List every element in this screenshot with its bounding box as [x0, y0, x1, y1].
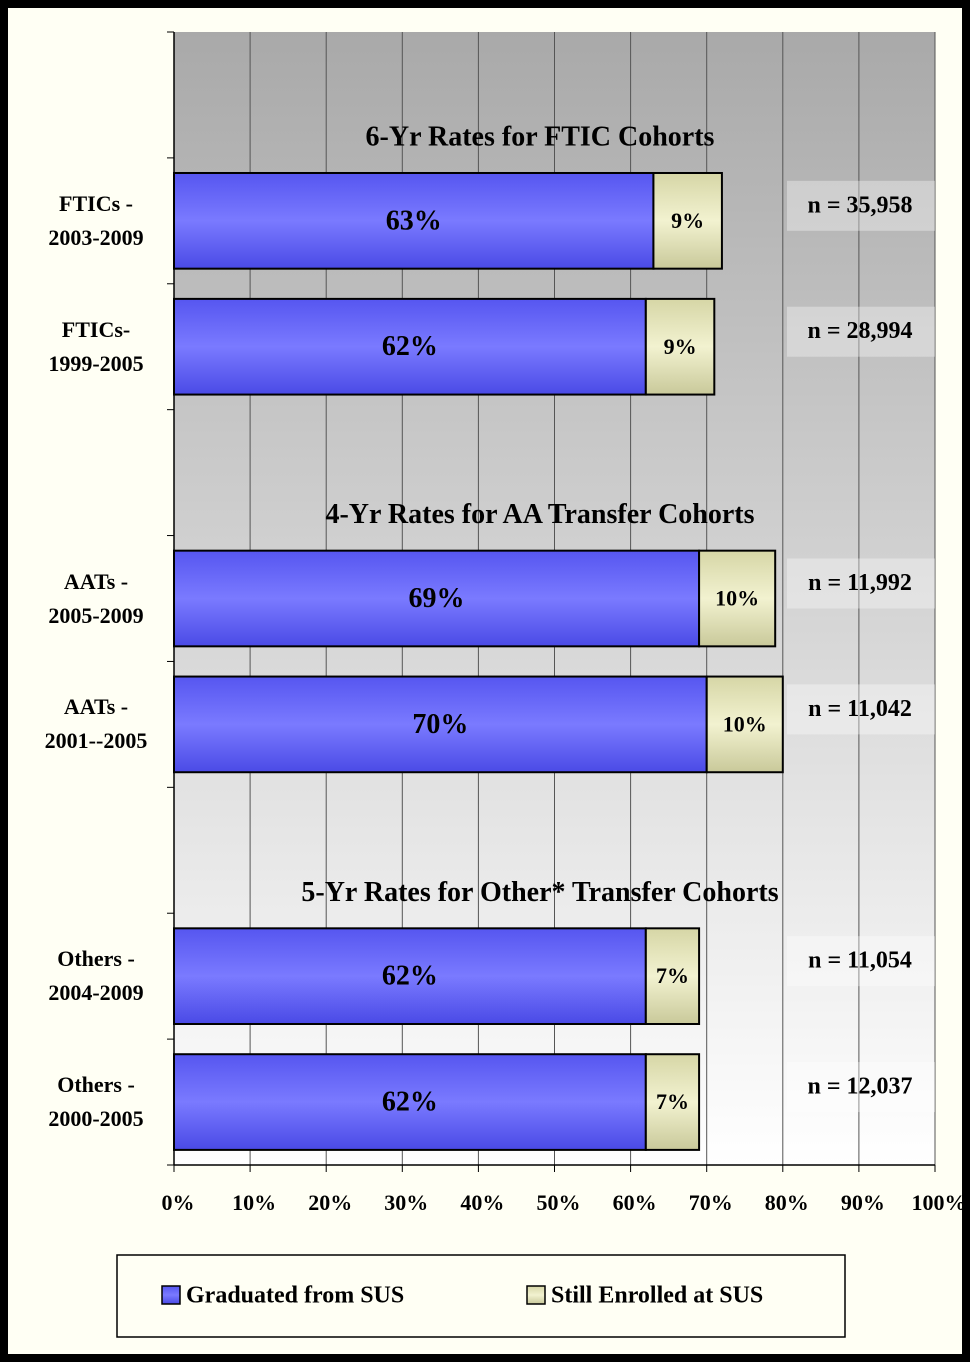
data-label: 62%	[382, 1086, 438, 1117]
n-label: n = 11,054	[808, 948, 912, 974]
y-tick-label: FTICs - 2003-2009	[48, 190, 144, 250]
y-tick-label: AATs - 2001--2005	[44, 694, 148, 754]
n-label-box	[787, 936, 935, 987]
bar-segment	[173, 171, 655, 270]
x-tick-label: 80%	[765, 1190, 809, 1215]
n-label-box	[787, 684, 935, 735]
data-label: 10%	[723, 711, 767, 736]
x-tick-label: 90%	[841, 1190, 885, 1215]
bar-segment	[173, 1053, 647, 1151]
data-label: 7%	[656, 963, 689, 988]
bar-segment	[173, 549, 701, 648]
bar-segment	[705, 675, 784, 774]
x-tick-label: 20%	[308, 1190, 352, 1215]
y-tick-label: AATs - 2005-2009	[48, 568, 144, 628]
legend	[116, 1254, 846, 1338]
bar-segment	[173, 297, 647, 396]
n-label-box	[787, 306, 935, 357]
y-tick-label: FTICs- 1999-2005	[48, 316, 144, 376]
data-label: 69%	[409, 583, 465, 614]
n-label: n = 11,042	[808, 696, 912, 722]
bar-segment	[173, 675, 708, 774]
n-label-box	[787, 558, 935, 609]
y-tick-label: Others - 2004-2009	[48, 946, 144, 1006]
bar-segment	[652, 171, 723, 270]
x-tick-label: 30%	[384, 1190, 428, 1215]
n-label: n = 11,992	[808, 570, 912, 596]
bar-segment	[644, 1053, 701, 1151]
y-tick-label: Others - 2000-2005	[48, 1072, 144, 1132]
section-title: 5-Yr Rates for Other* Transfer Cohorts	[301, 877, 778, 908]
x-tick-label: 70%	[689, 1190, 733, 1215]
n-label-box	[787, 180, 935, 231]
legend-swatch	[526, 1285, 546, 1305]
n-label-box	[787, 1062, 935, 1113]
data-label: 7%	[656, 1089, 689, 1114]
data-label: 70%	[412, 709, 468, 740]
data-label: 63%	[386, 205, 442, 236]
x-tick-label: 50%	[537, 1190, 581, 1215]
legend-label: Graduated from SUS	[186, 1283, 404, 1309]
section-title: 6-Yr Rates for FTIC Cohorts	[366, 121, 715, 152]
x-tick-label: 100%	[912, 1190, 967, 1215]
data-label: 62%	[382, 961, 438, 992]
n-label: n = 28,994	[807, 318, 912, 344]
legend-label: Still Enrolled at SUS	[551, 1283, 763, 1309]
legend-swatch	[161, 1285, 181, 1305]
bar-segment	[173, 927, 647, 1026]
x-tick-label: 0%	[162, 1190, 195, 1215]
bar-segment	[698, 549, 777, 648]
data-label: 9%	[664, 334, 697, 359]
x-tick-label: 60%	[613, 1190, 657, 1215]
bar-segment	[644, 297, 716, 396]
data-label: 62%	[382, 331, 438, 362]
data-label: 10%	[715, 586, 759, 611]
bar-segment	[644, 927, 701, 1026]
x-tick-label: 10%	[232, 1190, 276, 1215]
n-label: n = 35,958	[807, 192, 912, 218]
n-label: n = 12,037	[807, 1074, 912, 1100]
data-label: 9%	[671, 208, 704, 233]
x-tick-label: 40%	[460, 1190, 504, 1215]
section-title: 4-Yr Rates for AA Transfer Cohorts	[325, 499, 754, 530]
